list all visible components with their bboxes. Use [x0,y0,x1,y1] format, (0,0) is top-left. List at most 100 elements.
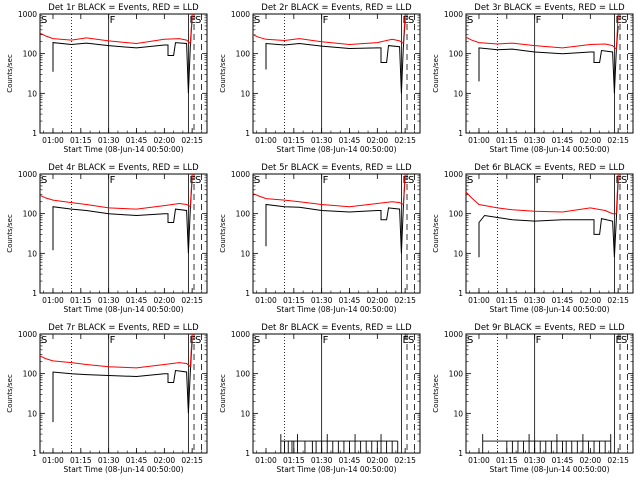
flag-label: E [189,175,195,186]
detector-panel: Det 6r BLACK = Events, RED = LLD Counts/s… [426,160,639,320]
x-tick-label: 01:30 [311,296,333,305]
flag-label: F [536,15,542,26]
x-tick-label: 01:00 [42,296,64,305]
plot-frame [465,173,634,294]
chart-title: Det 2r BLACK = Events, RED = LLD [261,3,412,13]
flag-label: S [467,15,473,26]
x-tick-label: 01:45 [339,136,361,145]
chart-svg: Det 4r BLACK = Events, RED = LLD Counts/s… [6,163,208,314]
detector-panel: Det 5r BLACK = Events, RED = LLD Counts/s… [213,160,426,320]
chart-title: Det 6r BLACK = Events, RED = LLD [474,163,625,173]
x-tick-label: 01:00 [468,136,490,145]
x-tick-label: 02:00 [154,136,176,145]
x-tick-label: 02:15 [607,296,629,305]
x-axis-label: Start Time (08-Jun-14 00:50:00) [277,145,397,154]
detector-panel: Det 7r BLACK = Events, RED = LLD Counts/s… [0,320,213,480]
flag-label: E [615,15,621,26]
chart-title: Det 3r BLACK = Events, RED = LLD [474,3,625,13]
events-series-line [52,177,193,254]
events-series-line [478,25,619,94]
events-series-line [478,180,619,258]
y-tick-label: 1000 [444,170,463,179]
flag-label: S [621,335,627,346]
detector-panel: Det 9r BLACK = Events, RED = LLD Counts/s… [426,320,639,480]
x-tick-label: 02:00 [580,136,602,145]
x-axis-label: Start Time (08-Jun-14 00:50:00) [490,465,610,474]
y-axis-label: Counts/sec [6,374,14,413]
x-axis-label: Start Time (08-Jun-14 00:50:00) [490,145,610,154]
x-tick-label: 01:45 [339,456,361,465]
chart-svg: Det 7r BLACK = Events, RED = LLD Counts/s… [6,323,208,474]
y-tick-label: 1 [32,289,37,298]
x-tick-label: 02:15 [607,136,629,145]
y-tick-label: 1000 [18,330,37,339]
x-tick-label: 02:15 [181,296,203,305]
detector-panel: Det 4r BLACK = Events, RED = LLD Counts/s… [0,160,213,320]
x-tick-label: 01:15 [283,136,305,145]
flag-label: S [621,175,627,186]
x-tick-label: 02:00 [154,456,176,465]
y-axis-label: Counts/sec [219,374,227,413]
x-tick-label: 01:15 [70,136,92,145]
x-tick-label: 01:30 [524,456,546,465]
plot-frame [252,13,421,134]
lld-series-line [39,333,193,369]
x-tick-label: 01:15 [496,136,518,145]
x-tick-label: 01:30 [311,136,333,145]
x-tick-label: 02:15 [607,456,629,465]
y-axis-label: Counts/sec [219,54,227,93]
y-tick-label: 1000 [444,10,463,19]
flag-label: E [402,335,408,346]
x-tick-label: 01:15 [496,296,518,305]
y-axis-label: Counts/sec [432,374,440,413]
x-tick-label: 01:45 [126,296,148,305]
x-tick-label: 01:45 [552,136,574,145]
x-axis-label: Start Time (08-Jun-14 00:50:00) [64,145,184,154]
y-tick-label: 100 [236,210,251,219]
detector-panel: Det 2r BLACK = Events, RED = LLD Counts/s… [213,0,426,160]
flag-label: S [408,15,414,26]
y-tick-label: 10 [27,89,37,98]
chart-svg: Det 3r BLACK = Events, RED = LLD Counts/s… [432,3,634,154]
y-tick-label: 1 [245,449,250,458]
x-tick-label: 02:00 [367,136,389,145]
flag-label: F [536,175,542,186]
y-tick-label: 10 [453,89,463,98]
x-axis-label: Start Time (08-Jun-14 00:50:00) [277,465,397,474]
flag-label: S [195,175,201,186]
x-tick-label: 01:45 [552,456,574,465]
flag-label: E [402,175,408,186]
detector-panel: Det 1r BLACK = Events, RED = LLD Counts/s… [0,0,213,160]
x-tick-label: 01:45 [126,456,148,465]
lld-series-line [252,173,406,208]
x-tick-label: 02:00 [580,296,602,305]
y-tick-label: 1000 [231,10,250,19]
plot-frame [39,173,208,294]
flag-label: S [408,175,414,186]
flag-label: S [195,335,201,346]
y-tick-label: 100 [449,370,464,379]
flag-label: F [323,335,329,346]
x-axis-label: Start Time (08-Jun-14 00:50:00) [277,305,397,314]
y-tick-label: 1 [245,129,250,138]
y-tick-label: 1 [458,289,463,298]
x-tick-label: 02:15 [394,296,416,305]
chart-title: Det 7r BLACK = Events, RED = LLD [48,323,199,333]
detector-panel: Det 8r BLACK = Events, RED = LLD Counts/s… [213,320,426,480]
lld-series-line [39,13,193,45]
flag-label: S [254,175,260,186]
flag-label: S [41,335,47,346]
y-tick-label: 10 [27,409,37,418]
y-tick-label: 1 [32,129,37,138]
flag-label: S [195,15,201,26]
chart-title: Det 9r BLACK = Events, RED = LLD [474,323,625,333]
plot-frame [39,333,208,454]
flag-label: F [536,335,542,346]
x-tick-label: 02:00 [154,296,176,305]
y-tick-label: 10 [453,249,463,258]
chart-title: Det 4r BLACK = Events, RED = LLD [48,163,199,173]
x-tick-label: 02:15 [181,456,203,465]
flag-label: S [467,335,473,346]
x-tick-label: 01:00 [255,136,277,145]
